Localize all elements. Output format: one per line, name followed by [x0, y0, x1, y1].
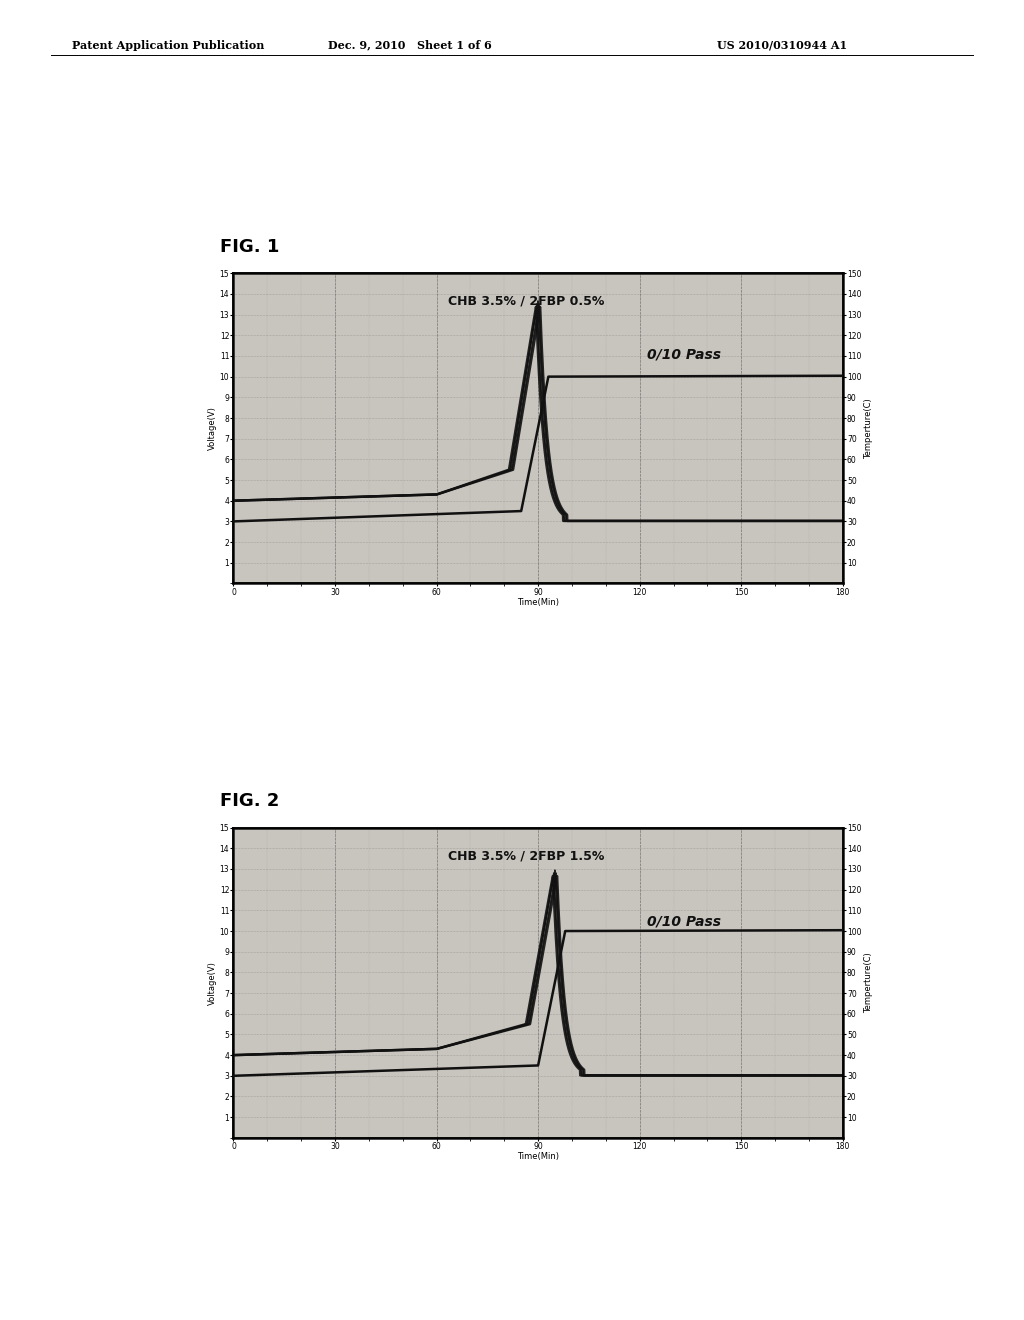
Text: 0/10 Pass: 0/10 Pass: [647, 347, 721, 362]
Text: FIG. 1: FIG. 1: [220, 238, 280, 256]
Text: US 2010/0310944 A1: US 2010/0310944 A1: [717, 40, 847, 50]
Y-axis label: Voltage(V): Voltage(V): [208, 961, 217, 1005]
Text: 0/10 Pass: 0/10 Pass: [647, 915, 721, 928]
Text: Dec. 9, 2010   Sheet 1 of 6: Dec. 9, 2010 Sheet 1 of 6: [328, 40, 492, 50]
Text: CHB 3.5% / 2FBP 0.5%: CHB 3.5% / 2FBP 0.5%: [447, 294, 604, 308]
Y-axis label: Voltage(V): Voltage(V): [208, 407, 217, 450]
Y-axis label: Temperture(C): Temperture(C): [864, 952, 873, 1014]
Text: FIG. 2: FIG. 2: [220, 792, 280, 810]
X-axis label: Time(Min): Time(Min): [517, 598, 559, 607]
Text: Patent Application Publication: Patent Application Publication: [72, 40, 264, 50]
Text: CHB 3.5% / 2FBP 1.5%: CHB 3.5% / 2FBP 1.5%: [447, 849, 604, 862]
Y-axis label: Temperture(C): Temperture(C): [864, 397, 873, 459]
X-axis label: Time(Min): Time(Min): [517, 1152, 559, 1162]
